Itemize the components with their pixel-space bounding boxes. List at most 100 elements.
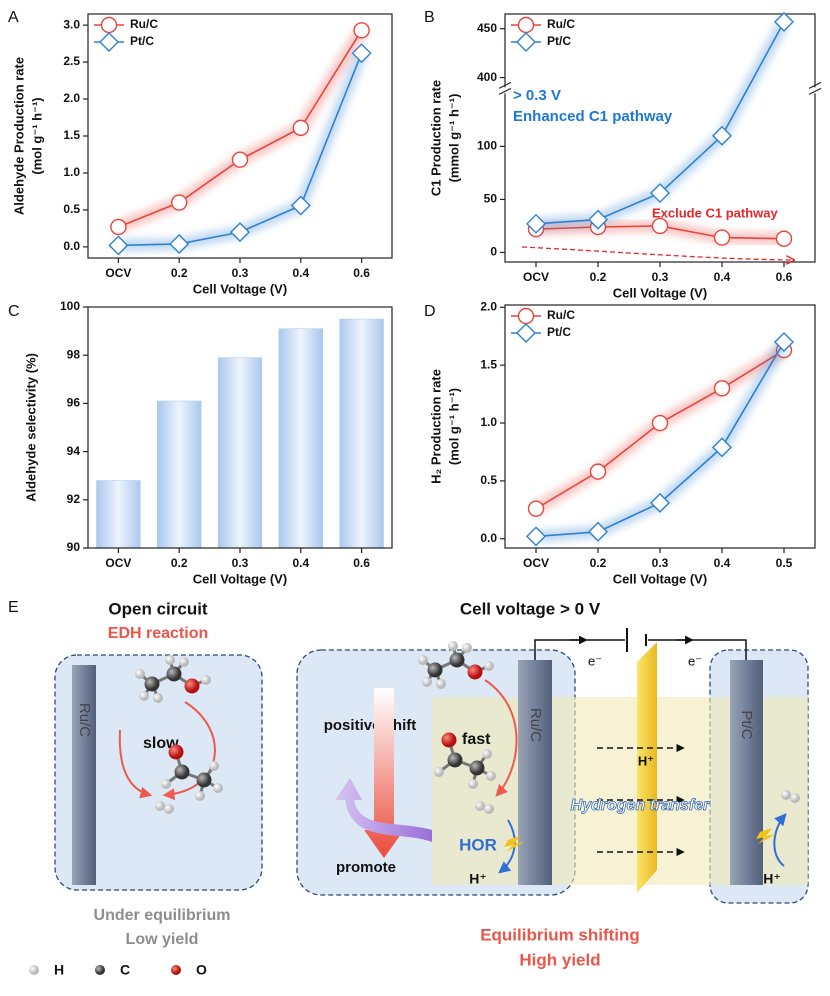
chart: A 0.0 0.5 1.0 1.5 2.0 2.5 3.0 OCV 0.2 0.3 0.4 0.6 Cel…	[8, 9, 393, 296]
legend-label: Ru/C	[547, 17, 575, 31]
x-tick-label: 0.3	[232, 266, 249, 280]
atom	[213, 783, 223, 793]
y-axis-label: C1 Production rate	[428, 80, 443, 196]
cathode-proton: H⁺	[763, 871, 781, 887]
x-tick-label: 0.2	[171, 266, 188, 280]
atom	[427, 662, 443, 678]
promote-label: promote	[336, 859, 396, 876]
atom	[449, 652, 465, 668]
hor-label: HOR	[459, 835, 497, 854]
marker	[100, 16, 118, 34]
marker	[110, 218, 127, 236]
atom	[484, 804, 494, 814]
y-tick-label: 98	[67, 347, 81, 361]
left-subtitle: EDH reaction	[108, 625, 208, 642]
left-caption: Low yield	[126, 931, 199, 948]
x-axis-label: Cell Voltage (V)	[193, 571, 287, 586]
x-tick-label: 0.5	[776, 556, 793, 570]
x-tick-label: 0.6	[353, 556, 370, 570]
atom	[484, 661, 494, 671]
marker	[517, 16, 535, 34]
bolt	[756, 828, 776, 844]
atom	[165, 655, 175, 665]
membrane	[637, 642, 657, 893]
annotation: > 0.3 V	[513, 87, 561, 104]
y-tick-label: 0.5	[63, 202, 80, 216]
marker	[231, 151, 249, 168]
atom	[447, 752, 463, 768]
atom-legend-label: O	[196, 962, 207, 978]
marker	[526, 526, 546, 547]
y-tick-label: 94	[67, 444, 81, 458]
atom	[475, 801, 485, 811]
electron-label: e⁻	[688, 653, 702, 668]
diagram: E Open circuit EDH reaction Ru/C slow Un…	[8, 599, 809, 978]
marker	[292, 119, 309, 137]
rate-label: fast	[462, 731, 491, 748]
bar	[278, 328, 323, 549]
marker	[108, 235, 129, 256]
x-tick-label: 0.3	[232, 556, 249, 570]
atom	[468, 779, 478, 789]
atom	[161, 779, 171, 789]
legend-label: Pt/C	[547, 325, 571, 339]
x-tick-label: OCV	[523, 556, 549, 570]
x-axis-label: Cell Voltage (V)	[193, 281, 287, 296]
marker	[290, 195, 311, 216]
reaction-arrow	[484, 679, 518, 797]
y-tick-label: 100	[60, 299, 80, 313]
y-axis-label: Aldehyde selectivity (%)	[23, 353, 38, 502]
panel-label: D	[424, 303, 436, 320]
atom	[434, 767, 444, 777]
y-tick-label: 1.5	[480, 357, 497, 371]
legend-label: Ru/C	[547, 308, 575, 322]
bar	[96, 480, 141, 549]
legend-label: Pt/C	[130, 34, 154, 48]
bolt	[504, 836, 524, 852]
right-title: Cell voltage > 0 V	[460, 599, 601, 618]
atom	[135, 669, 145, 679]
atom	[153, 693, 163, 703]
transfer-label: Hydrogen transfer	[571, 797, 710, 814]
open-circuit-cell	[54, 654, 263, 891]
marker	[651, 217, 669, 235]
y-tick-label: 50	[484, 192, 498, 206]
y-tick-label: 0.5	[480, 473, 497, 487]
y-tick-label: 1.0	[480, 415, 497, 429]
cathode-label: Pt/C	[738, 710, 755, 739]
y-tick-label: 0.0	[480, 531, 497, 545]
y-tick-label: 1.0	[63, 165, 80, 179]
marker	[712, 437, 732, 458]
atom	[166, 666, 182, 682]
marker	[713, 229, 731, 246]
chart: D 0.0 0.5 1.0 1.5 2.0 OCV 0.2 0.3 0.4 0.5 Cell Volt…	[424, 299, 816, 586]
x-tick-label: OCV	[105, 266, 131, 280]
atom	[462, 643, 472, 653]
panel-label: B	[424, 9, 435, 26]
y-axis-label: Aldehyde Production rate	[11, 57, 26, 215]
atom	[144, 676, 160, 692]
x-tick-label: OCV	[523, 270, 549, 284]
annotation: Enhanced C1 pathway	[513, 108, 673, 125]
x-tick-label: 0.4	[292, 556, 309, 570]
marker	[775, 230, 793, 247]
atom	[448, 641, 458, 651]
atom	[201, 675, 211, 685]
atom	[422, 677, 432, 687]
anode-label: Ru/C	[527, 708, 544, 742]
y-axis-label: (mol g⁻¹ h⁻¹)	[29, 97, 44, 174]
axis-break-gap	[812, 87, 818, 94]
atom	[179, 657, 189, 667]
panel-label: A	[8, 9, 19, 26]
cathode-electrode	[730, 660, 763, 885]
marker	[353, 22, 370, 39]
marker	[516, 32, 536, 52]
x-tick-label: 0.3	[652, 270, 669, 284]
y-tick-label: 0.0	[63, 239, 80, 253]
x-axis-label: Cell Voltage (V)	[613, 571, 707, 586]
x-tick-label: 0.3	[652, 556, 669, 570]
atom	[168, 744, 184, 760]
x-tick-label: 0.6	[353, 266, 370, 280]
atom-legend-h	[29, 965, 39, 975]
atom	[469, 760, 485, 776]
